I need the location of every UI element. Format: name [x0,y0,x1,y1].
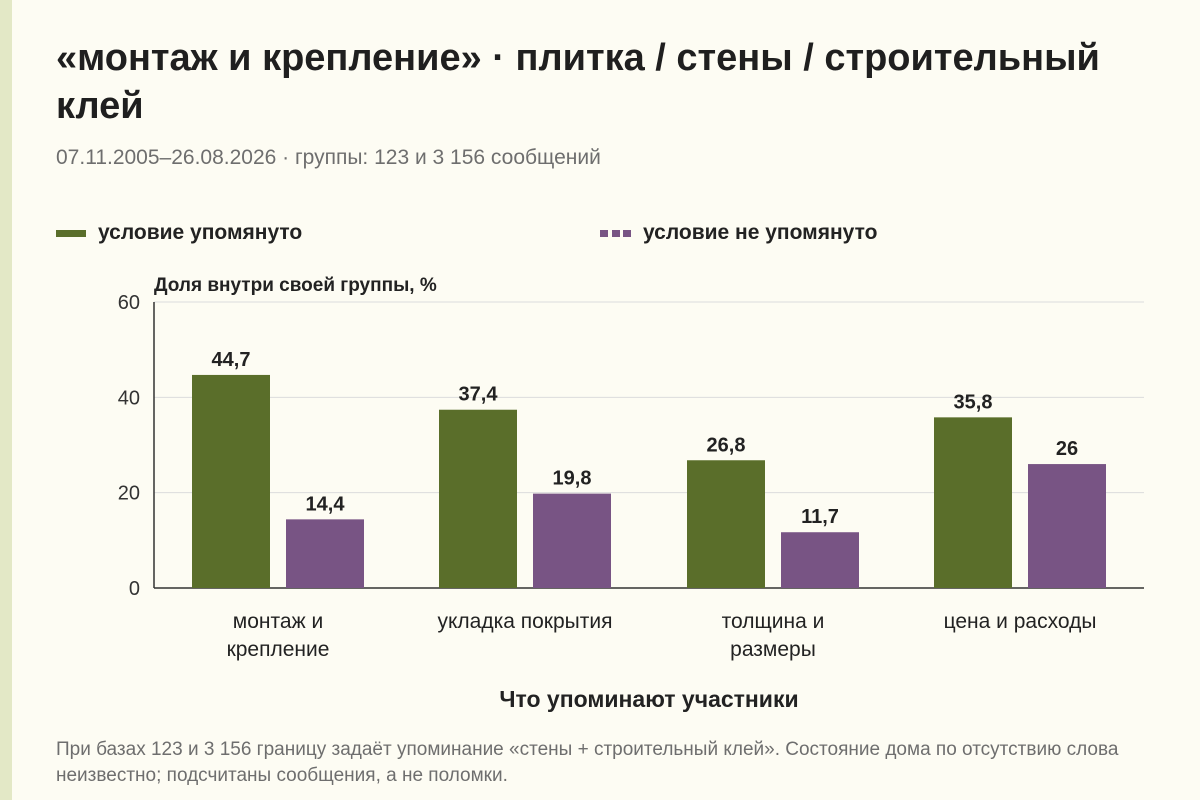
x-tick-label: цена и расходы [944,610,1097,633]
bar-mentioned [192,374,270,588]
footnote: При базах 123 и 3 156 границу задаёт упо… [56,739,1119,786]
bar-chart: 0 20 40 60 Доля внутри своей группы, % 44,7 14… [118,275,1144,712]
y-tick-label: 60 [118,292,140,314]
legend-label-not-mentioned: условие не упомянуто [643,221,878,244]
bar-mentioned [934,417,1012,588]
x-axis-title: Что упоминают участники [499,686,798,712]
page-title: «монтаж и крепление» · плитка / стены / … [56,37,1100,127]
legend-item-mentioned: условие упомянуто [56,219,302,247]
y-tick-label: 0 [129,578,140,600]
x-tick-label: крепление [227,638,330,661]
bar-mentioned [439,409,517,588]
bar-not-mentioned [781,532,859,588]
x-tick-label: укладка покрытия [437,610,612,633]
data-label: 44,7 [212,349,251,371]
legend-item-not-mentioned: условие не упомянуто [600,219,877,247]
bar-not-mentioned [286,519,364,588]
y-tick-label: 20 [118,483,140,505]
bar-mentioned [687,460,765,588]
legend-swatch-not-mentioned [600,229,631,237]
data-label: 11,7 [801,506,839,528]
y-axis-title: Доля внутри своей группы, % [154,275,437,296]
x-tick-label: монтаж и [233,610,323,633]
left-accent-stripe [0,0,12,800]
x-tick-label: толщина и [722,610,825,633]
data-label: 19,8 [553,468,592,490]
bar-not-mentioned [533,493,611,588]
legend-label-mentioned: условие упомянуто [98,221,303,244]
data-label: 37,4 [459,384,499,406]
bar-not-mentioned [1028,464,1106,588]
data-label: 14,4 [306,493,346,515]
data-label: 26 [1056,438,1078,460]
data-label: 35,8 [954,391,993,413]
data-label: 26,8 [707,434,746,456]
x-tick-label: размеры [730,638,816,661]
y-tick-label: 40 [118,387,140,409]
legend-swatch-mentioned [56,229,86,237]
page-subtitle: 07.11.2005–26.08.2026 · группы: 123 и 3 … [56,146,601,169]
